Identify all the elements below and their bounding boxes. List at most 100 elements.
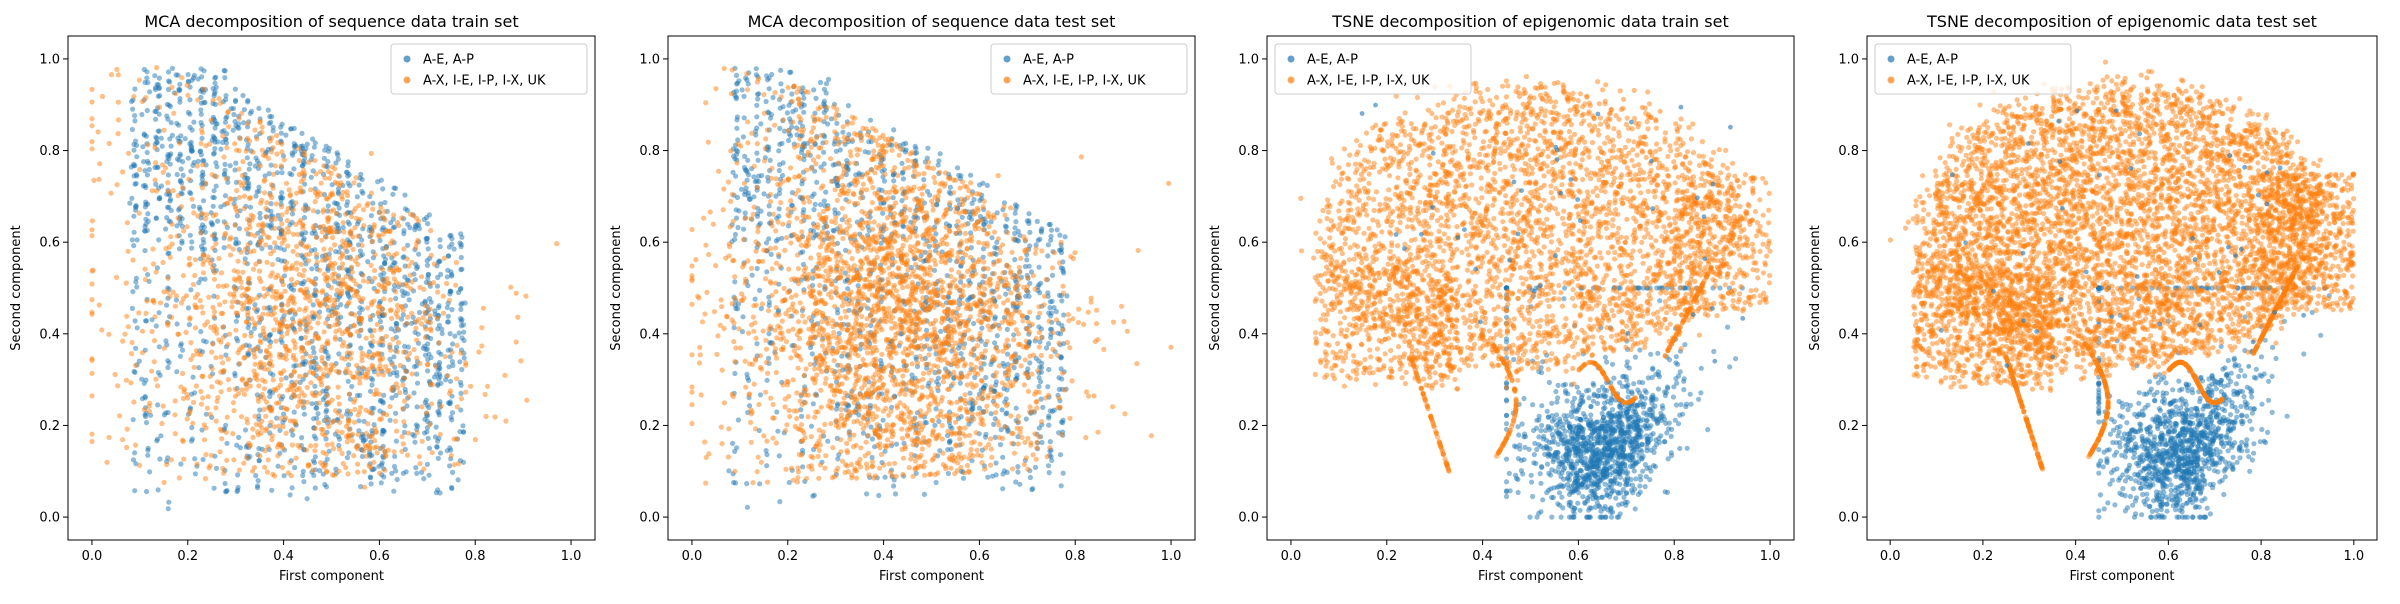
data-point <box>261 153 266 158</box>
data-point <box>235 311 240 316</box>
data-point <box>261 231 266 236</box>
data-point <box>427 446 432 451</box>
data-point <box>775 429 780 434</box>
data-point <box>176 215 181 220</box>
data-point <box>439 403 444 408</box>
data-point <box>244 387 249 392</box>
data-point <box>427 306 432 311</box>
data-point <box>334 211 339 216</box>
data-point <box>311 370 316 375</box>
data-point <box>371 339 376 344</box>
data-point <box>200 310 205 315</box>
data-point <box>147 469 152 474</box>
data-point <box>449 307 454 312</box>
data-point <box>291 166 296 171</box>
x-axis-label: First component <box>279 569 384 584</box>
data-point <box>390 192 395 197</box>
data-point <box>989 235 994 240</box>
data-point <box>155 383 160 388</box>
data-point <box>186 156 191 161</box>
data-point <box>814 180 819 185</box>
data-point <box>248 205 253 210</box>
data-point <box>1059 298 1064 303</box>
data-point <box>414 471 419 476</box>
data-point <box>382 209 387 214</box>
data-point <box>370 239 375 244</box>
data-point <box>400 383 405 388</box>
data-point <box>252 354 257 359</box>
data-point <box>1046 463 1051 468</box>
data-point <box>122 332 127 337</box>
data-point <box>201 237 206 242</box>
data-point <box>1024 257 1029 262</box>
data-point <box>810 494 815 499</box>
data-point <box>225 201 230 206</box>
data-point <box>209 453 214 458</box>
data-point <box>221 335 226 340</box>
data-point <box>732 449 737 454</box>
data-point <box>778 325 783 330</box>
data-point <box>328 247 333 252</box>
data-point <box>391 489 396 494</box>
data-point <box>968 314 973 319</box>
data-point <box>264 426 269 431</box>
data-point <box>216 337 221 342</box>
data-point <box>319 181 324 186</box>
data-point <box>303 323 308 328</box>
data-point <box>980 273 985 278</box>
data-point <box>278 382 283 387</box>
data-point <box>348 409 353 414</box>
data-point <box>107 141 112 146</box>
data-point <box>306 160 311 165</box>
data-point <box>202 225 207 230</box>
points-layer <box>89 65 559 511</box>
data-point <box>357 182 362 187</box>
data-point <box>346 450 351 455</box>
data-point <box>284 431 289 436</box>
data-point <box>732 325 737 330</box>
data-point <box>426 246 431 251</box>
data-point <box>186 177 191 182</box>
data-point <box>163 165 168 170</box>
data-point <box>383 364 388 369</box>
data-point <box>455 404 460 409</box>
data-point <box>181 457 186 462</box>
x-tick-label: 0.6 <box>369 549 390 564</box>
data-point <box>209 350 214 355</box>
data-point <box>1057 233 1062 238</box>
data-point <box>409 311 414 316</box>
data-point <box>938 329 943 334</box>
data-point <box>270 372 275 377</box>
data-point <box>315 334 320 339</box>
data-point <box>1019 435 1024 440</box>
data-point <box>288 193 293 198</box>
data-point <box>187 317 192 322</box>
data-point <box>237 276 242 281</box>
data-point <box>449 453 454 458</box>
data-point <box>124 378 129 383</box>
data-point <box>388 308 393 313</box>
data-point <box>106 435 111 440</box>
data-point <box>198 141 203 146</box>
data-point <box>241 181 246 186</box>
data-point <box>1061 312 1066 317</box>
data-point <box>479 325 484 330</box>
data-point <box>307 340 312 345</box>
data-point <box>324 452 329 457</box>
data-point <box>267 171 272 176</box>
data-point <box>250 435 255 440</box>
data-point <box>312 448 317 453</box>
data-point <box>327 176 332 181</box>
data-point <box>455 343 460 348</box>
data-point <box>773 281 778 286</box>
data-point <box>117 413 122 418</box>
data-point <box>1031 273 1036 278</box>
data-point <box>407 394 412 399</box>
data-point <box>735 225 740 230</box>
data-point <box>224 176 229 181</box>
data-point <box>172 412 177 417</box>
data-point <box>253 155 258 160</box>
data-point <box>830 475 835 480</box>
data-point <box>145 211 150 216</box>
data-point <box>425 236 430 241</box>
